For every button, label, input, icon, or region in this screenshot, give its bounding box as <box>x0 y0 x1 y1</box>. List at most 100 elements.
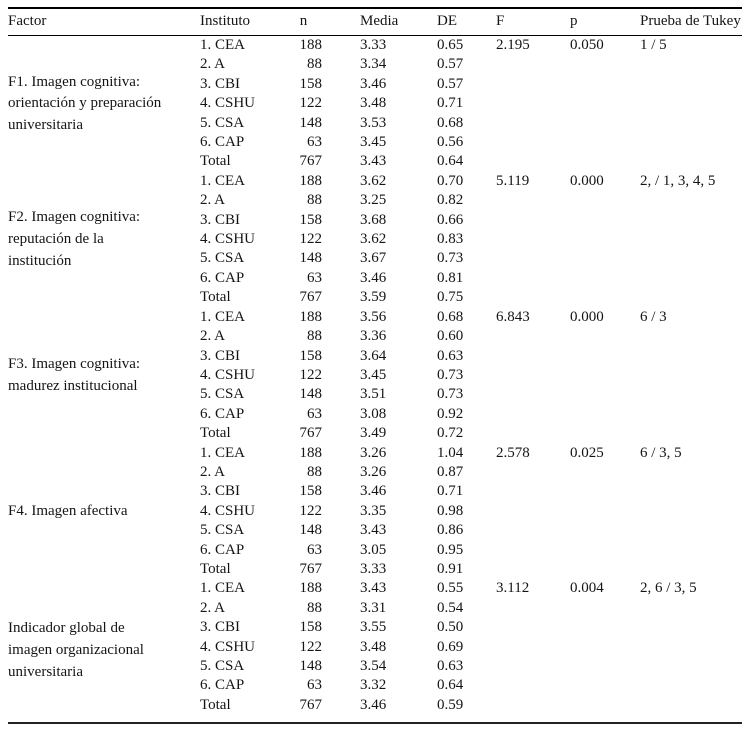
cell-de: 0.69 <box>437 638 464 655</box>
table-row: 6. CAP 63 3.32 0.64 <box>8 676 742 695</box>
table-row: 5. CSA 148 3.53 0.68 <box>8 114 742 133</box>
cell-instituto: 4. CSHU <box>200 638 256 655</box>
cell-de: 0.98 <box>437 502 464 519</box>
cell-instituto: 6. CAP <box>200 269 245 286</box>
cell-f-statistic <box>496 424 570 443</box>
cell-instituto: 4. CSHU <box>200 366 256 383</box>
cell-media: 3.64 <box>360 347 387 364</box>
cell-f-statistic <box>496 696 570 723</box>
cell-f-statistic <box>496 638 570 657</box>
cell-instituto: 1. CEA <box>200 444 245 461</box>
table-row: 2. A 88 3.26 0.87 <box>8 463 742 482</box>
cell-tukey-test <box>640 463 742 482</box>
table-row: 2. A 88 3.34 0.57 <box>8 55 742 74</box>
cell-media: 3.48 <box>360 95 387 112</box>
cell-p-value <box>570 618 640 637</box>
cell-tukey-test <box>640 676 742 695</box>
table-row: Total 767 3.59 0.75 <box>8 288 742 307</box>
cell-instituto: Total <box>200 289 231 306</box>
cell-de: 0.64 <box>437 153 464 170</box>
cell-f-statistic <box>496 288 570 307</box>
cell-media: 3.46 <box>360 483 387 500</box>
cell-n: 767 <box>299 289 323 306</box>
cell-instituto: 5. CSA <box>200 250 245 267</box>
cell-p-value <box>570 94 640 113</box>
cell-n: 122 <box>299 366 323 383</box>
cell-f-statistic <box>496 347 570 366</box>
cell-de: 0.57 <box>437 75 464 92</box>
cell-de: 0.83 <box>437 231 464 248</box>
cell-instituto: 1. CEA <box>200 308 245 325</box>
cell-p-value <box>570 560 640 579</box>
cell-media: 3.33 <box>360 560 387 577</box>
cell-de: 0.82 <box>437 192 464 209</box>
cell-tukey-test <box>640 521 742 540</box>
cell-f-statistic <box>496 482 570 501</box>
cell-p-value <box>570 385 640 404</box>
cell-media: 3.62 <box>360 172 387 189</box>
header-media: Media <box>360 13 399 30</box>
cell-de: 0.86 <box>437 522 464 539</box>
cell-de: 0.81 <box>437 269 464 286</box>
cell-de: 0.91 <box>437 560 464 577</box>
header-factor: Factor <box>8 13 47 30</box>
header-de: DE <box>437 13 457 30</box>
cell-n: 122 <box>299 231 323 248</box>
cell-instituto: Total <box>200 425 231 442</box>
cell-f-statistic <box>496 55 570 74</box>
cell-media: 3.54 <box>360 658 387 674</box>
table-row: Total 767 3.33 0.91 <box>8 560 742 579</box>
cell-n: 88 <box>307 599 322 616</box>
cell-media: 3.34 <box>360 56 387 73</box>
table-row: F4. Imagen afectiva 1. CEA 188 3.26 1.04 2.57… <box>8 444 742 519</box>
cell-de: 0.71 <box>437 483 464 500</box>
cell-tukey-test <box>640 152 742 171</box>
anova-results-table: Factor Instituto n Media DE F p Prueba d… <box>8 7 742 725</box>
cell-tukey-test <box>640 269 742 288</box>
cell-instituto: 5. CSA <box>200 386 245 403</box>
cell-f-statistic <box>496 599 570 618</box>
table-row: 6. CAP 63 3.45 0.56 <box>8 133 742 152</box>
cell-p-value: 0.050 <box>570 37 604 53</box>
table-row: 4. CSHU 122 3.45 0.73 <box>8 366 742 385</box>
cell-media: 3.51 <box>360 386 387 403</box>
table-row: 4. CSHU 122 3.35 0.98 <box>8 502 742 521</box>
cell-n: 148 <box>299 386 323 403</box>
cell-f-statistic <box>496 327 570 346</box>
cell-p-value <box>570 366 640 385</box>
cell-n: 63 <box>307 269 322 286</box>
cell-media: 3.59 <box>360 289 387 306</box>
cell-media: 3.36 <box>360 328 387 345</box>
cell-tukey-test <box>640 288 742 307</box>
cell-tukey-test: 2, / 1, 3, 4, 5 <box>640 172 716 189</box>
cell-tukey-test <box>640 191 742 210</box>
cell-f-statistic <box>496 114 570 133</box>
cell-de: 0.70 <box>437 172 464 189</box>
cell-p-value <box>570 230 640 249</box>
table-row: Indicador global de imagen organizaciona… <box>8 579 742 679</box>
cell-tukey-test <box>640 385 742 404</box>
cell-f-statistic <box>496 385 570 404</box>
cell-media: 3.49 <box>360 425 387 442</box>
cell-tukey-test <box>640 618 742 637</box>
cell-tukey-test <box>640 249 742 268</box>
cell-media: 3.35 <box>360 502 387 519</box>
cell-p-value <box>570 599 640 618</box>
cell-de: 0.50 <box>437 619 464 636</box>
cell-de: 0.60 <box>437 328 464 345</box>
cell-instituto: Total <box>200 696 231 713</box>
cell-de: 0.68 <box>437 308 464 325</box>
cell-media: 3.46 <box>360 696 387 713</box>
cell-instituto: 5. CSA <box>200 114 245 131</box>
cell-instituto: 2. A <box>200 599 226 616</box>
cell-f-statistic <box>496 657 570 676</box>
cell-de: 0.75 <box>437 289 464 306</box>
cell-tukey-test <box>640 696 742 723</box>
cell-de: 0.57 <box>437 56 464 73</box>
cell-n: 158 <box>299 619 323 636</box>
cell-n: 88 <box>307 192 322 209</box>
cell-tukey-test <box>640 114 742 133</box>
cell-media: 3.26 <box>360 444 387 461</box>
cell-p-value: 0.025 <box>570 444 604 461</box>
cell-p-value <box>570 191 640 210</box>
